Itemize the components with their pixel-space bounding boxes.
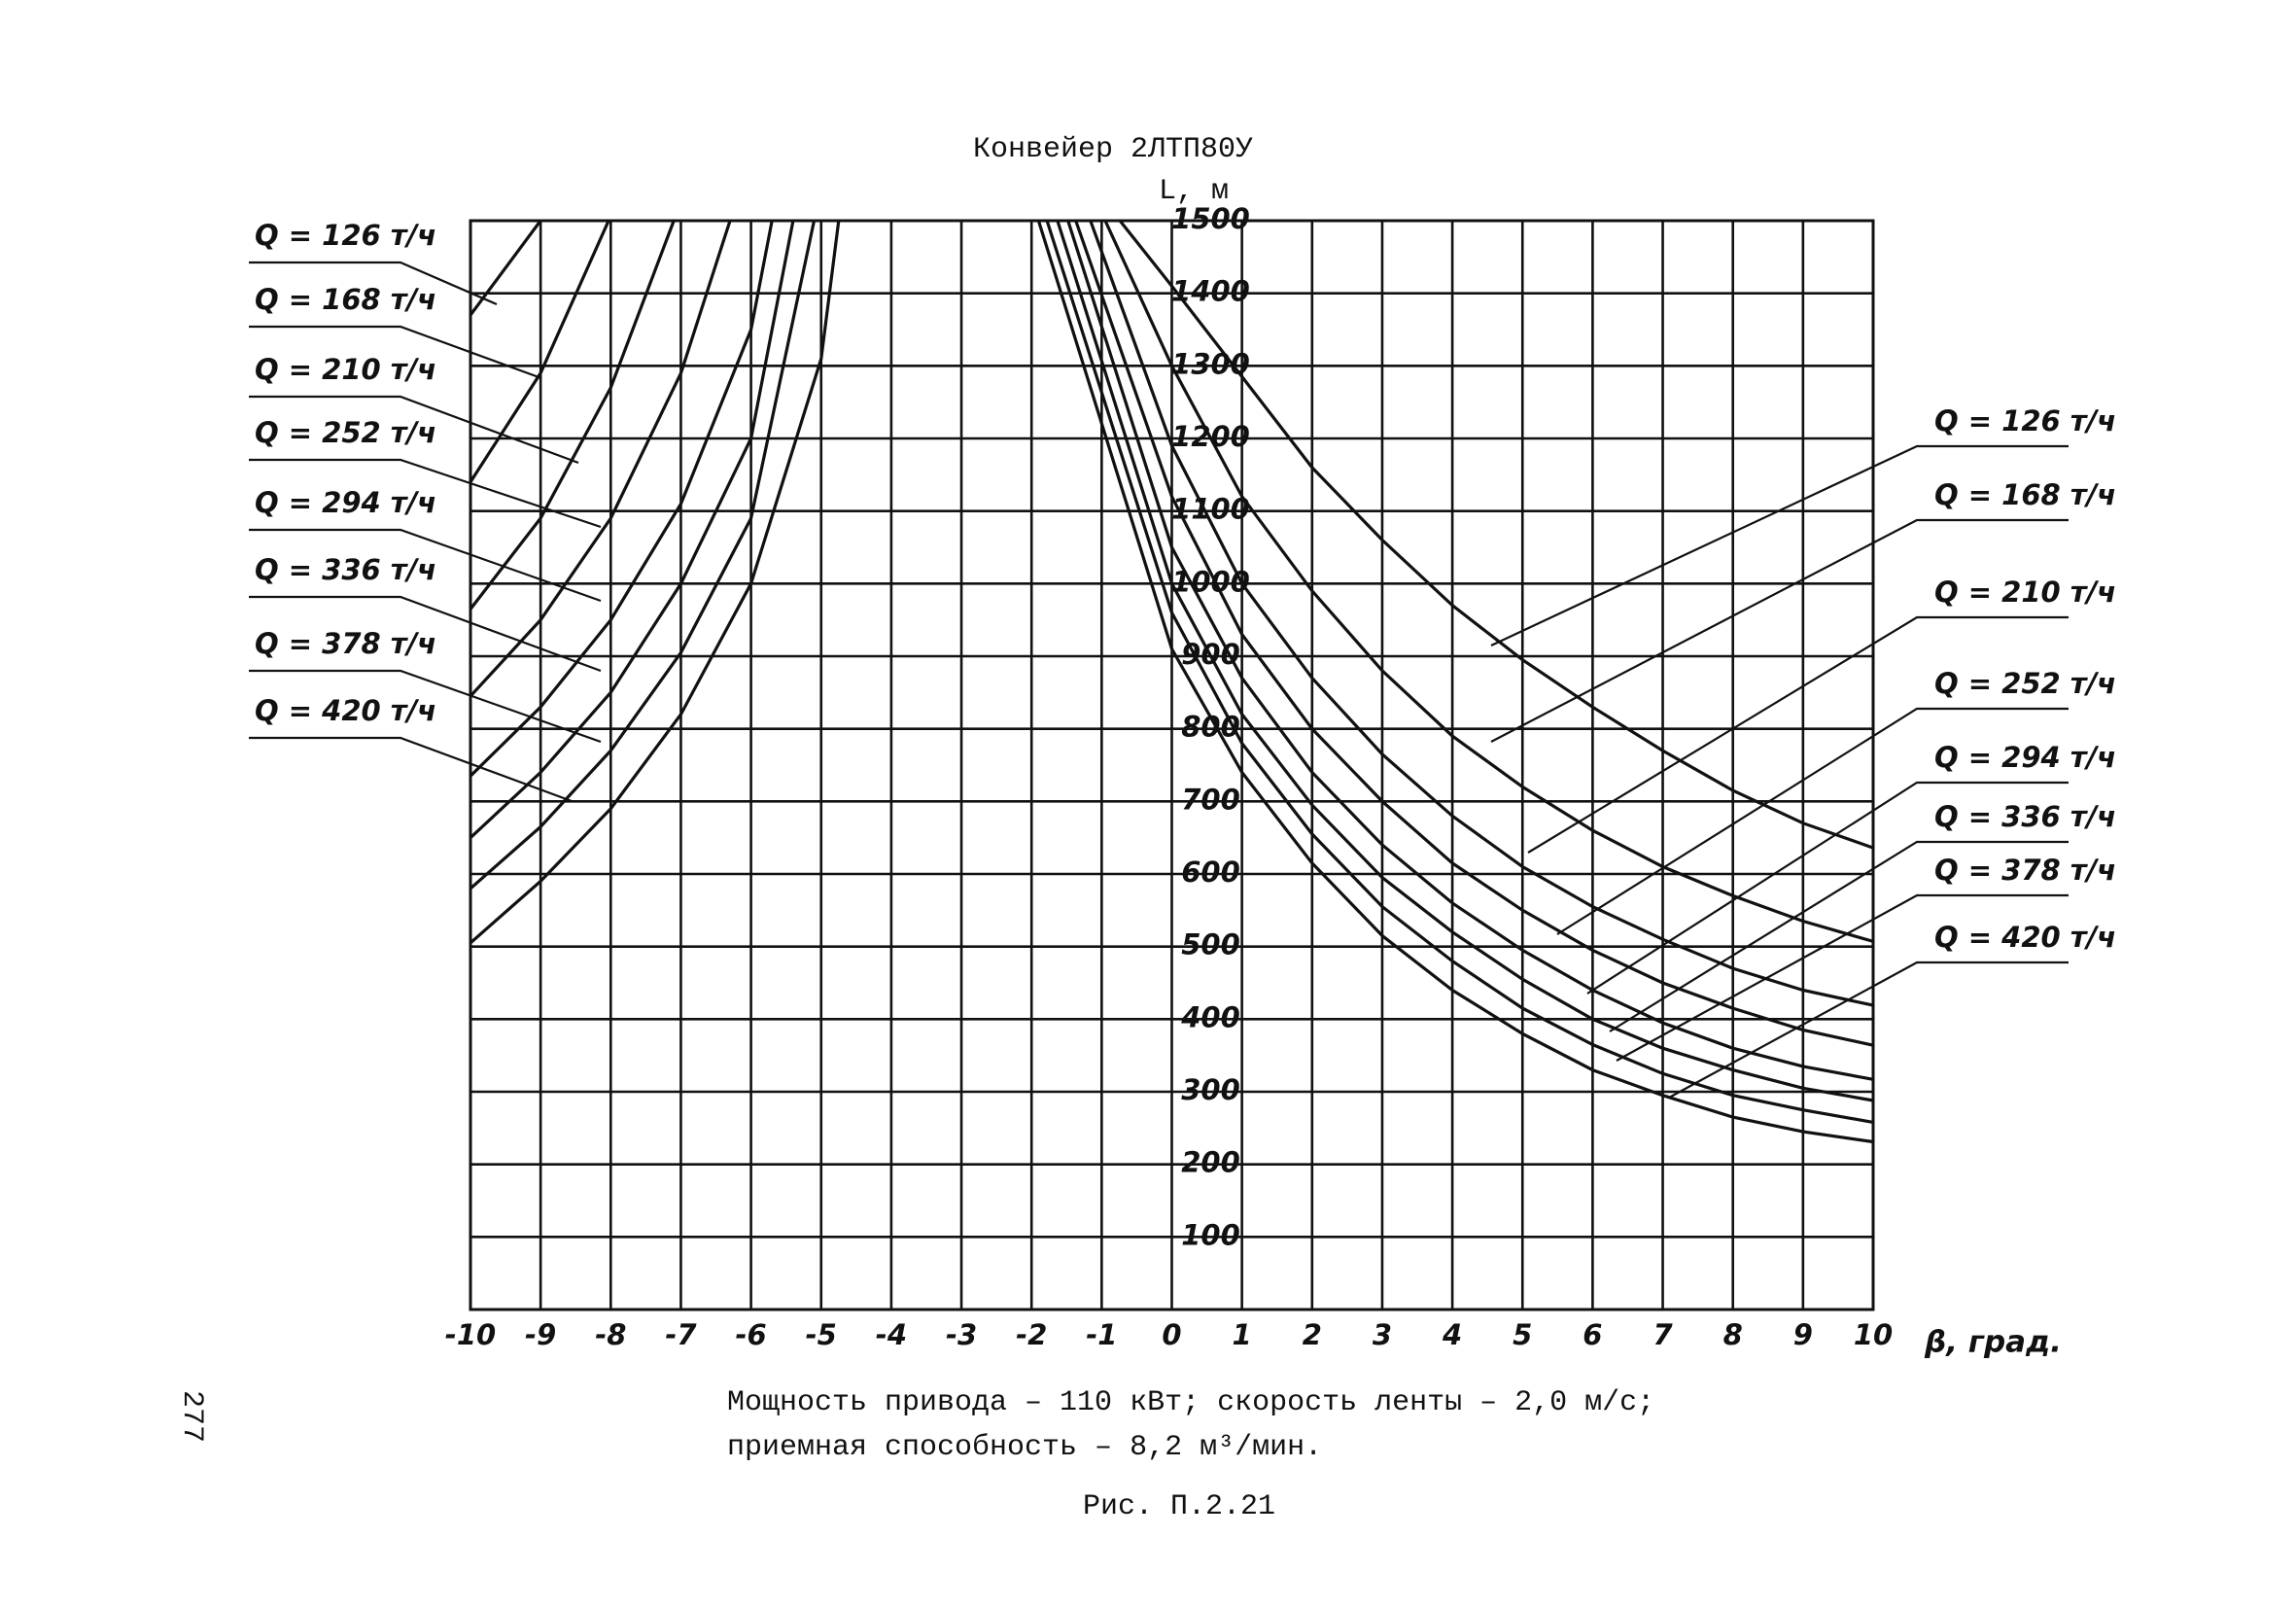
- legend-label: Q = 294 т/ч: [1934, 741, 2116, 774]
- leader-line: [1609, 840, 2069, 1032]
- caption: Рис. П.2.21: [1083, 1490, 1275, 1523]
- curve: [1036, 220, 1874, 1144]
- curve: [469, 220, 676, 611]
- curve: [1118, 220, 1874, 850]
- y-tick-label: 1300: [1171, 347, 1250, 380]
- curve: [1045, 220, 1874, 1124]
- x-tick-label: -10: [445, 1318, 496, 1351]
- x-tick-label: -9: [525, 1318, 556, 1351]
- y-tick-label: 500: [1181, 928, 1240, 961]
- curve: [1074, 220, 1874, 1047]
- y-tick-label: 700: [1181, 783, 1240, 816]
- x-tick-label: -7: [665, 1318, 697, 1351]
- legend-label: Q = 126 т/ч: [255, 219, 436, 252]
- y-tick-label: 200: [1181, 1146, 1240, 1179]
- curve: [1066, 220, 1874, 1081]
- y-tick-label: 400: [1180, 1000, 1240, 1033]
- x-tick-label: 7: [1652, 1318, 1673, 1351]
- y-tick-label: 300: [1181, 1073, 1240, 1106]
- page-number: 277: [175, 1390, 208, 1443]
- x-tick-label: 9: [1793, 1318, 1813, 1351]
- leader-line: [249, 325, 542, 380]
- leader-line: [1668, 961, 2069, 1099]
- curve: [469, 220, 817, 891]
- y-axis-label: L, м: [1159, 175, 1229, 208]
- legend-label: Q = 420 т/ч: [1934, 921, 2116, 954]
- x-tick-label: 2: [1303, 1318, 1322, 1351]
- legend-label: Q = 168 т/ч: [1934, 478, 2116, 511]
- note: приемная способность – 8,2 м³/мин.: [727, 1431, 1322, 1464]
- curve: [469, 220, 774, 778]
- legend-label: Q = 420 т/ч: [255, 694, 436, 727]
- leader-line: [1490, 518, 2069, 743]
- legend-label: Q = 210 т/ч: [255, 353, 436, 386]
- curve: [469, 220, 795, 839]
- x-tick-label: 5: [1513, 1318, 1532, 1351]
- leader-line: [1556, 707, 2069, 935]
- leader-line: [249, 595, 602, 673]
- leader-line: [249, 458, 602, 529]
- legend-label: Q = 336 т/ч: [255, 553, 436, 586]
- x-tick-label: -6: [735, 1318, 766, 1351]
- curve: [469, 220, 732, 698]
- leader-line: [1616, 893, 2069, 1062]
- leader-line: [249, 395, 579, 465]
- x-tick-label: 0: [1162, 1318, 1181, 1351]
- x-axis-label: β, град.: [1924, 1325, 2062, 1360]
- curve: [469, 220, 841, 945]
- leader-line: [1586, 781, 2069, 995]
- y-tick-label: 600: [1181, 856, 1240, 889]
- note: Мощность привода – 110 кВт; скорость лен…: [727, 1386, 1654, 1419]
- leader-line: [249, 669, 602, 744]
- x-tick-label: 1: [1233, 1318, 1252, 1351]
- leader-line: [1527, 615, 2069, 854]
- legend-label: Q = 252 т/ч: [255, 416, 436, 449]
- curve: [1089, 220, 1874, 1007]
- x-tick-label: -4: [876, 1318, 907, 1351]
- curve: [469, 220, 610, 483]
- x-tick-label: 6: [1583, 1318, 1602, 1351]
- curve: [469, 220, 542, 317]
- legend-label: Q = 210 т/ч: [1934, 576, 2116, 609]
- x-tick-label: -3: [946, 1318, 977, 1351]
- x-tick-label: -1: [1086, 1318, 1117, 1351]
- leader-line: [249, 261, 498, 306]
- legend-label: Q = 126 т/ч: [1934, 404, 2116, 437]
- x-tick-label: -5: [806, 1318, 837, 1351]
- legend-label: Q = 294 т/ч: [255, 486, 436, 519]
- leader-line: [249, 736, 573, 803]
- leader-line: [249, 528, 602, 603]
- y-tick-label: 1500: [1171, 202, 1250, 235]
- curve: [1103, 220, 1874, 943]
- legend-label: Q = 336 т/ч: [1934, 800, 2116, 833]
- legend-label: Q = 378 т/ч: [1934, 854, 2116, 887]
- x-tick-label: 3: [1373, 1318, 1392, 1351]
- x-tick-label: 8: [1723, 1318, 1743, 1351]
- x-tick-label: 10: [1854, 1318, 1893, 1351]
- curve: [1056, 220, 1874, 1102]
- legend-label: Q = 168 т/ч: [255, 283, 436, 316]
- y-tick-label: 100: [1181, 1218, 1240, 1251]
- chart-title: Конвейер 2ЛТП80У: [973, 133, 1253, 166]
- legend-label: Q = 252 т/ч: [1934, 667, 2116, 700]
- x-tick-label: 4: [1442, 1318, 1462, 1351]
- leader-line: [1490, 444, 2069, 646]
- x-tick-label: -2: [1016, 1318, 1047, 1351]
- legend-label: Q = 378 т/ч: [255, 627, 436, 660]
- x-tick-label: -8: [595, 1318, 626, 1351]
